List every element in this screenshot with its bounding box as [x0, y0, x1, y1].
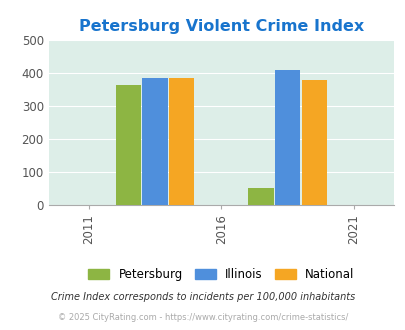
Text: Crime Index corresponds to incidents per 100,000 inhabitants: Crime Index corresponds to incidents per… — [51, 292, 354, 302]
Legend: Petersburg, Illinois, National: Petersburg, Illinois, National — [83, 263, 358, 286]
Bar — [301, 80, 326, 205]
Title: Petersburg Violent Crime Index: Petersburg Violent Crime Index — [79, 19, 363, 34]
Text: © 2025 CityRating.com - https://www.cityrating.com/crime-statistics/: © 2025 CityRating.com - https://www.city… — [58, 313, 347, 322]
Bar — [115, 85, 141, 205]
Bar — [274, 70, 300, 205]
Bar — [248, 188, 273, 205]
Bar — [168, 78, 194, 205]
Bar — [142, 78, 167, 205]
